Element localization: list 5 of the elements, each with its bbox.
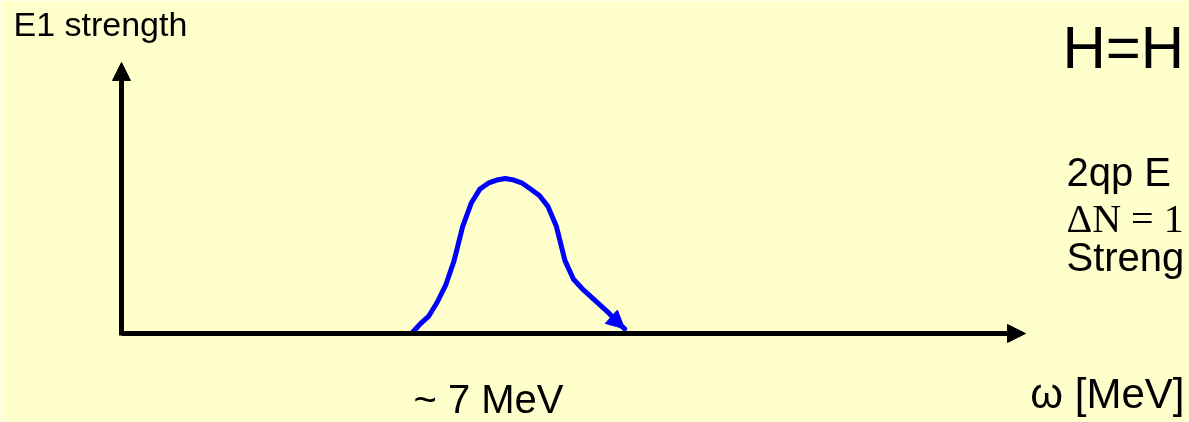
y-axis-title: E1 strength: [13, 4, 188, 43]
text: H=H: [1062, 14, 1185, 81]
text: 2qp E: [1066, 149, 1172, 194]
text: ~ 7 MeV: [413, 376, 564, 421]
x-axis-title: ω [MeV]: [1030, 370, 1185, 418]
